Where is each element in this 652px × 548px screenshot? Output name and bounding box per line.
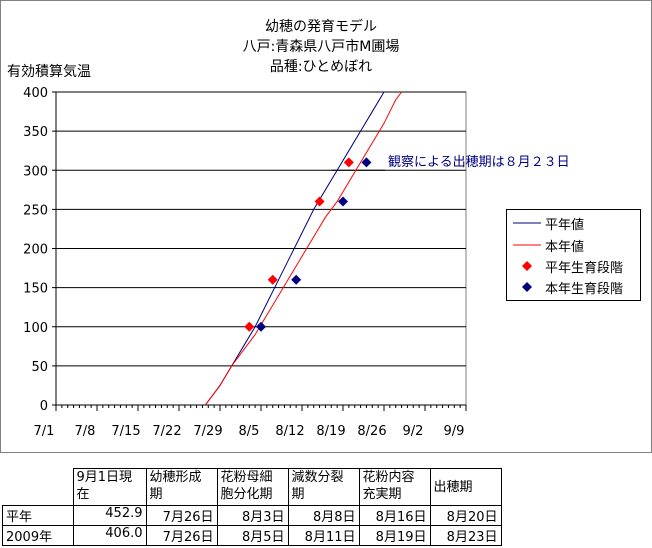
header-text: 出穂期	[433, 479, 473, 495]
x-tick-label: 7/29	[193, 424, 222, 439]
chart-title-line-2: 八戸:青森県八戸市M圃場	[242, 39, 400, 55]
table-cell: 8月8日	[287, 505, 360, 526]
legend-item-current-stage: 本年生育段階	[507, 277, 640, 297]
table-header-row: 9月1日現在 幼穂形成期 花粉母細胞分化期 減数分裂期 花粉内容充実期 出穂期	[2, 468, 502, 506]
stage-table: 9月1日現在 幼穂形成期 花粉母細 胞分化期 減数分裂期 花粉内容 充実期 出穂期 …	[2, 468, 502, 546]
header-text: 幼穂形成	[149, 470, 202, 485]
table-cell: 7月26日	[145, 525, 218, 546]
table-cell: 452.9	[72, 505, 147, 526]
table-cell: 8月16日	[358, 505, 431, 526]
chart-title-line-1: 幼穂の発育モデル	[265, 19, 377, 35]
row-label: 平年	[2, 505, 74, 526]
header-text: 減数分裂	[291, 470, 344, 485]
legend-swatch-normal-stage	[522, 261, 532, 271]
table-header: 減数分裂期	[287, 468, 360, 506]
y-axis-label: 有効積算気温	[7, 64, 91, 80]
table-cell: 8月23日	[429, 525, 502, 546]
stage-marker	[343, 157, 354, 168]
table-cell: 7月26日	[145, 505, 218, 526]
stage-marker	[291, 274, 302, 285]
x-tick-label: 8/5	[239, 424, 260, 439]
annotation: 観察による出穂期は８月２３日	[388, 155, 570, 170]
y-tick-label: 150	[23, 282, 48, 297]
header-text: 花粉内容	[362, 470, 415, 485]
x-tick-label: 7/22	[152, 424, 181, 439]
header-text: 充実期	[362, 487, 402, 502]
x-tick-label: 7/8	[75, 424, 96, 439]
y-tick-label: 300	[23, 164, 48, 179]
x-tick-label: 7/1	[34, 424, 55, 439]
legend: 平年値 本年値 平年生育段階 本年生育段階	[506, 209, 641, 301]
y-tick-label: 400	[23, 86, 48, 101]
stage-marker	[361, 157, 372, 168]
table-cell: 8月20日	[429, 505, 502, 526]
legend-swatch-current-stage	[522, 282, 532, 292]
y-tick-label: 100	[23, 321, 48, 336]
x-tick-label: 8/12	[275, 424, 304, 439]
legend-label: 平年生育段階	[545, 261, 624, 276]
y-tick-label: 250	[23, 203, 48, 218]
y-tick-label: 0	[40, 399, 48, 414]
header-text: 胞分化期	[220, 487, 273, 502]
table-row: 平年 452.9 7月26日 8月3日 8月8日 8月16日 8月20日	[2, 505, 502, 526]
legend-swatch-current-line	[513, 244, 541, 246]
table-header: 出穂期	[429, 468, 502, 506]
legend-item-normal-stage: 平年生育段階	[507, 256, 640, 276]
x-tick-label: 8/19	[316, 424, 345, 439]
header-text: 期	[291, 487, 305, 502]
chart-title-line-3: 品種:ひとめぼれ	[269, 59, 373, 75]
stage-marker	[244, 321, 255, 332]
chart-area: 幼穂の発育モデル 八戸:青森県八戸市M圃場 品種:ひとめぼれ 有効積算気温 0 5…	[0, 0, 652, 453]
legend-label: 本年生育段階	[545, 282, 624, 297]
stage-marker	[314, 196, 325, 207]
x-tick-label: 9/2	[403, 424, 424, 439]
plot-svg: 0 50 100 150 200 250 300 350 400 7/1 7/8 7/15 7/22 7/…	[23, 86, 467, 439]
stage-marker	[338, 196, 348, 207]
x-tick-label: 7/15	[111, 424, 140, 439]
legend-item-normal-line: 平年値	[507, 213, 640, 233]
stage-marker	[256, 321, 266, 332]
table-header: 9月1日現在	[72, 468, 147, 506]
y-tick-label: 50	[31, 360, 48, 375]
header-text: 9月1日現	[76, 470, 133, 485]
x-tick-label: 9/9	[444, 424, 465, 439]
table-header: 幼穂形成期	[145, 468, 218, 506]
table-cell: 8月11日	[287, 525, 360, 546]
legend-label: 本年値	[545, 240, 585, 255]
x-tick-label: 8/26	[357, 424, 386, 439]
table-cell: 8月5日	[216, 525, 289, 546]
header-text: 花粉母細	[220, 470, 273, 485]
y-tick-label: 200	[23, 243, 48, 258]
table-corner	[2, 468, 74, 506]
series-line	[204, 91, 402, 406]
table-row: 2009年 406.0 7月26日 8月5日 8月11日 8月19日 8月23日	[2, 525, 502, 546]
header-text: 期	[149, 487, 163, 502]
table-cell: 406.0	[72, 525, 147, 546]
table-header: 花粉母細 胞分化期	[216, 468, 289, 506]
legend-label: 平年値	[545, 218, 585, 233]
header-text: 在	[76, 487, 90, 502]
table-cell: 8月19日	[358, 525, 431, 546]
legend-swatch-normal-line	[513, 222, 541, 224]
legend-item-current-line: 本年値	[507, 235, 640, 255]
row-label: 2009年	[2, 525, 74, 546]
stage-marker	[267, 274, 278, 285]
y-tick-label: 350	[23, 125, 48, 140]
table-header: 花粉内容 充実期	[358, 468, 431, 506]
table-cell: 8月3日	[216, 505, 289, 526]
